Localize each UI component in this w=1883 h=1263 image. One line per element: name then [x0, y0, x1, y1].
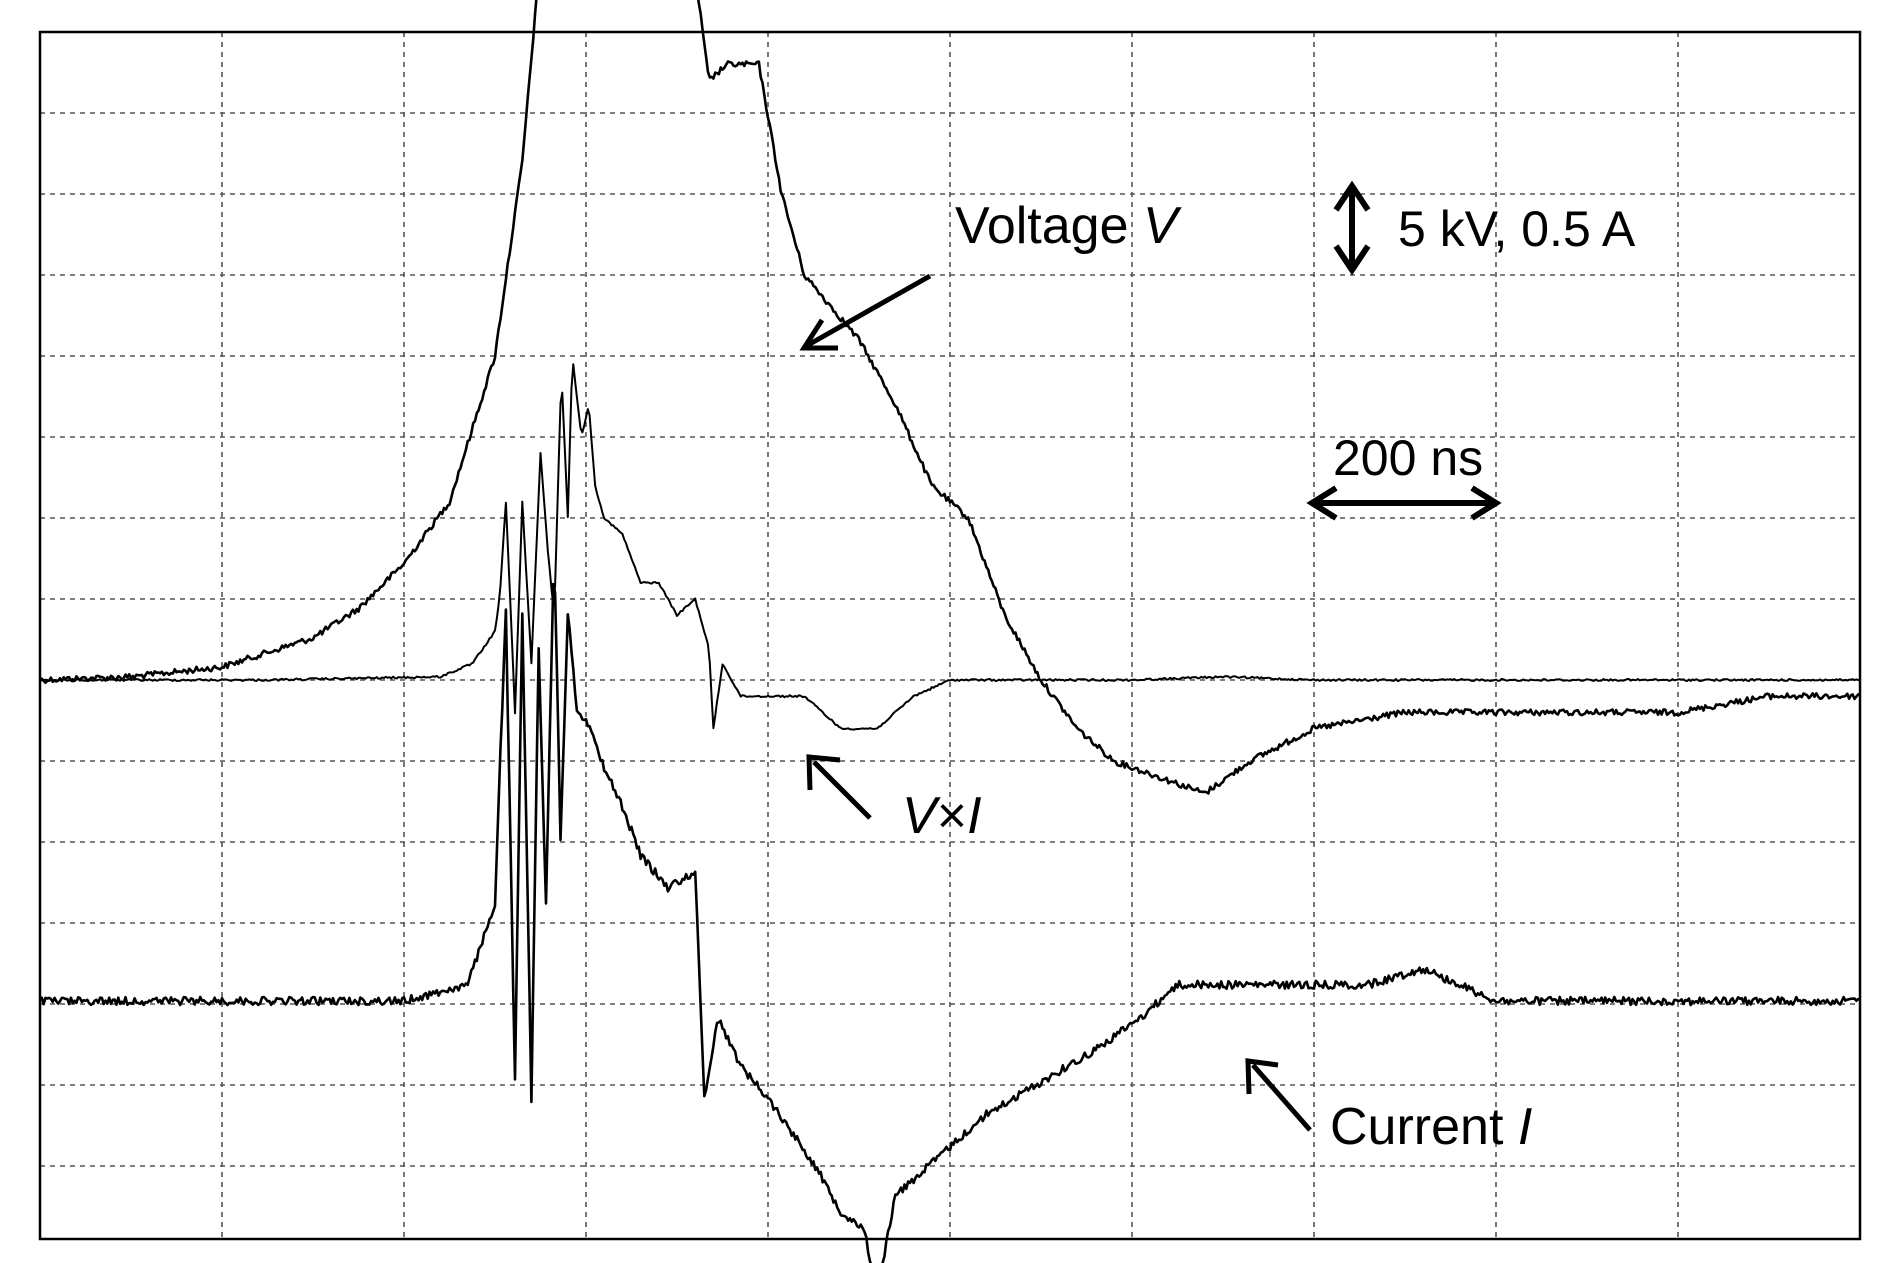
power-label-times: × — [937, 787, 967, 845]
double-arrow-horizontal-left-icon — [1306, 485, 1338, 521]
current-label: Current I — [1330, 1098, 1532, 1156]
voltage-annotation: Voltage V — [799, 197, 1182, 351]
voltage-label-name: Voltage — [955, 197, 1143, 255]
current-label-name: Current — [1330, 1098, 1518, 1156]
vertical-scale-label: 5 kV, 0.5 A — [1398, 201, 1636, 257]
traces — [39, 0, 1861, 1263]
plot-border — [38, 30, 1862, 1241]
current-trace — [39, 582, 1861, 1263]
current-arrowhead-icon — [1245, 1058, 1279, 1095]
power-annotation: V×I — [806, 754, 982, 845]
voltage-label: Voltage V — [955, 197, 1182, 255]
power-arrow-icon — [812, 760, 872, 820]
voltage-arrowhead-icon — [799, 318, 838, 351]
power-arrowhead-icon — [806, 754, 841, 791]
double-arrow-horizontal-right-icon — [1470, 485, 1502, 521]
current-arrow-icon — [1251, 1063, 1312, 1132]
double-arrow-vertical-top-icon — [1333, 180, 1371, 212]
double-arrow-vertical-bottom-icon — [1333, 244, 1371, 276]
power-label-i: I — [967, 787, 981, 845]
horizontal-scale-indicator: 200 ns — [1306, 430, 1502, 521]
voltage-arrow-icon — [806, 273, 932, 348]
current-annotation: Current I — [1245, 1058, 1532, 1156]
power-label-v: V — [902, 787, 941, 845]
voltage-trace — [39, 0, 1861, 795]
current-label-symbol: I — [1518, 1098, 1532, 1156]
power-trace — [39, 363, 1861, 731]
power-label: V×I — [902, 787, 982, 845]
vertical-scale-indicator: 5 kV, 0.5 A — [1333, 180, 1636, 276]
voltage-label-symbol: V — [1143, 197, 1182, 255]
horizontal-scale-label: 200 ns — [1333, 430, 1483, 486]
